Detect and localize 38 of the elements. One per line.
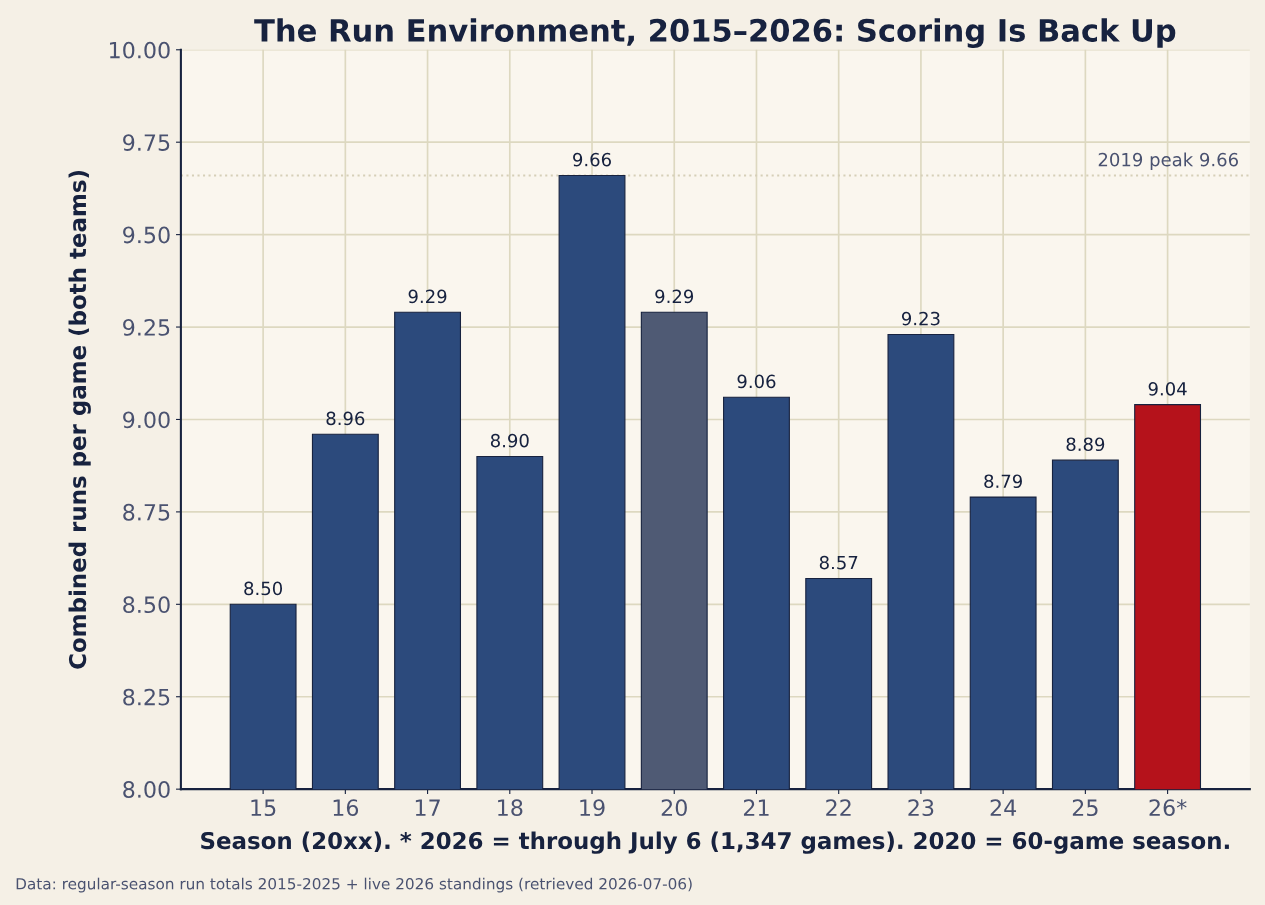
y-tick-label: 8.50	[123, 596, 170, 614]
x-tick-label: 24	[990, 799, 1017, 816]
x-tick-label: 20	[661, 799, 687, 817]
x-tick-label: 23	[908, 799, 934, 817]
data-label: 9.29	[408, 289, 447, 304]
y-tick-label: 8.25	[123, 688, 170, 706]
ref-line-label: 2019 peak 9.66	[1098, 152, 1238, 170]
data-label: 8.57	[819, 555, 858, 570]
data-label: 8.79	[984, 474, 1022, 489]
data-label: 9.23	[901, 311, 940, 326]
y-tick-label: 9.75	[123, 134, 170, 151]
y-tick-label: 8.75	[123, 503, 170, 521]
data-label: 8.90	[490, 433, 529, 448]
x-axis-title: Season (20xx). * 2026 = through July 6 (1,347 games). 2020 = 60-game season.	[201, 831, 1229, 854]
data-label: 9.66	[573, 152, 611, 167]
data-label: 8.50	[244, 581, 283, 596]
x-tick-label: 21	[743, 799, 769, 816]
x-tick-label: 17	[415, 799, 440, 816]
y-axis-title: Combined runs per game (both teams)	[68, 171, 91, 669]
y-tick-label: 9.00	[123, 411, 170, 429]
x-tick-label: 26*	[1149, 799, 1187, 817]
data-label: 9.29	[655, 289, 694, 304]
y-tick-label: 9.25	[123, 318, 170, 336]
data-label: 8.89	[1066, 437, 1105, 452]
y-tick-label: 10.00	[110, 41, 170, 59]
x-tick-label: 22	[826, 799, 851, 816]
x-tick-label: 19	[580, 799, 605, 817]
x-tick-label: 15	[251, 799, 276, 817]
x-tick-label: 25	[1072, 799, 1098, 817]
data-label: 9.06	[737, 374, 776, 389]
chart-title: The Run Environment, 2015–2026: Scoring Is Back Up	[254, 18, 1176, 49]
text: Data: regular-season run totals 2015-2025 + live 2026 standings (retrieved 2026-07-06)	[16, 877, 692, 893]
data-label: 9.04	[1148, 381, 1187, 396]
x-tick-label: 16	[333, 799, 359, 817]
y-tick-label: 9.50	[123, 226, 170, 244]
data-label: 8.96	[326, 411, 365, 426]
x-tick-label: 18	[498, 799, 523, 817]
y-tick-label: 8.00	[123, 781, 170, 798]
